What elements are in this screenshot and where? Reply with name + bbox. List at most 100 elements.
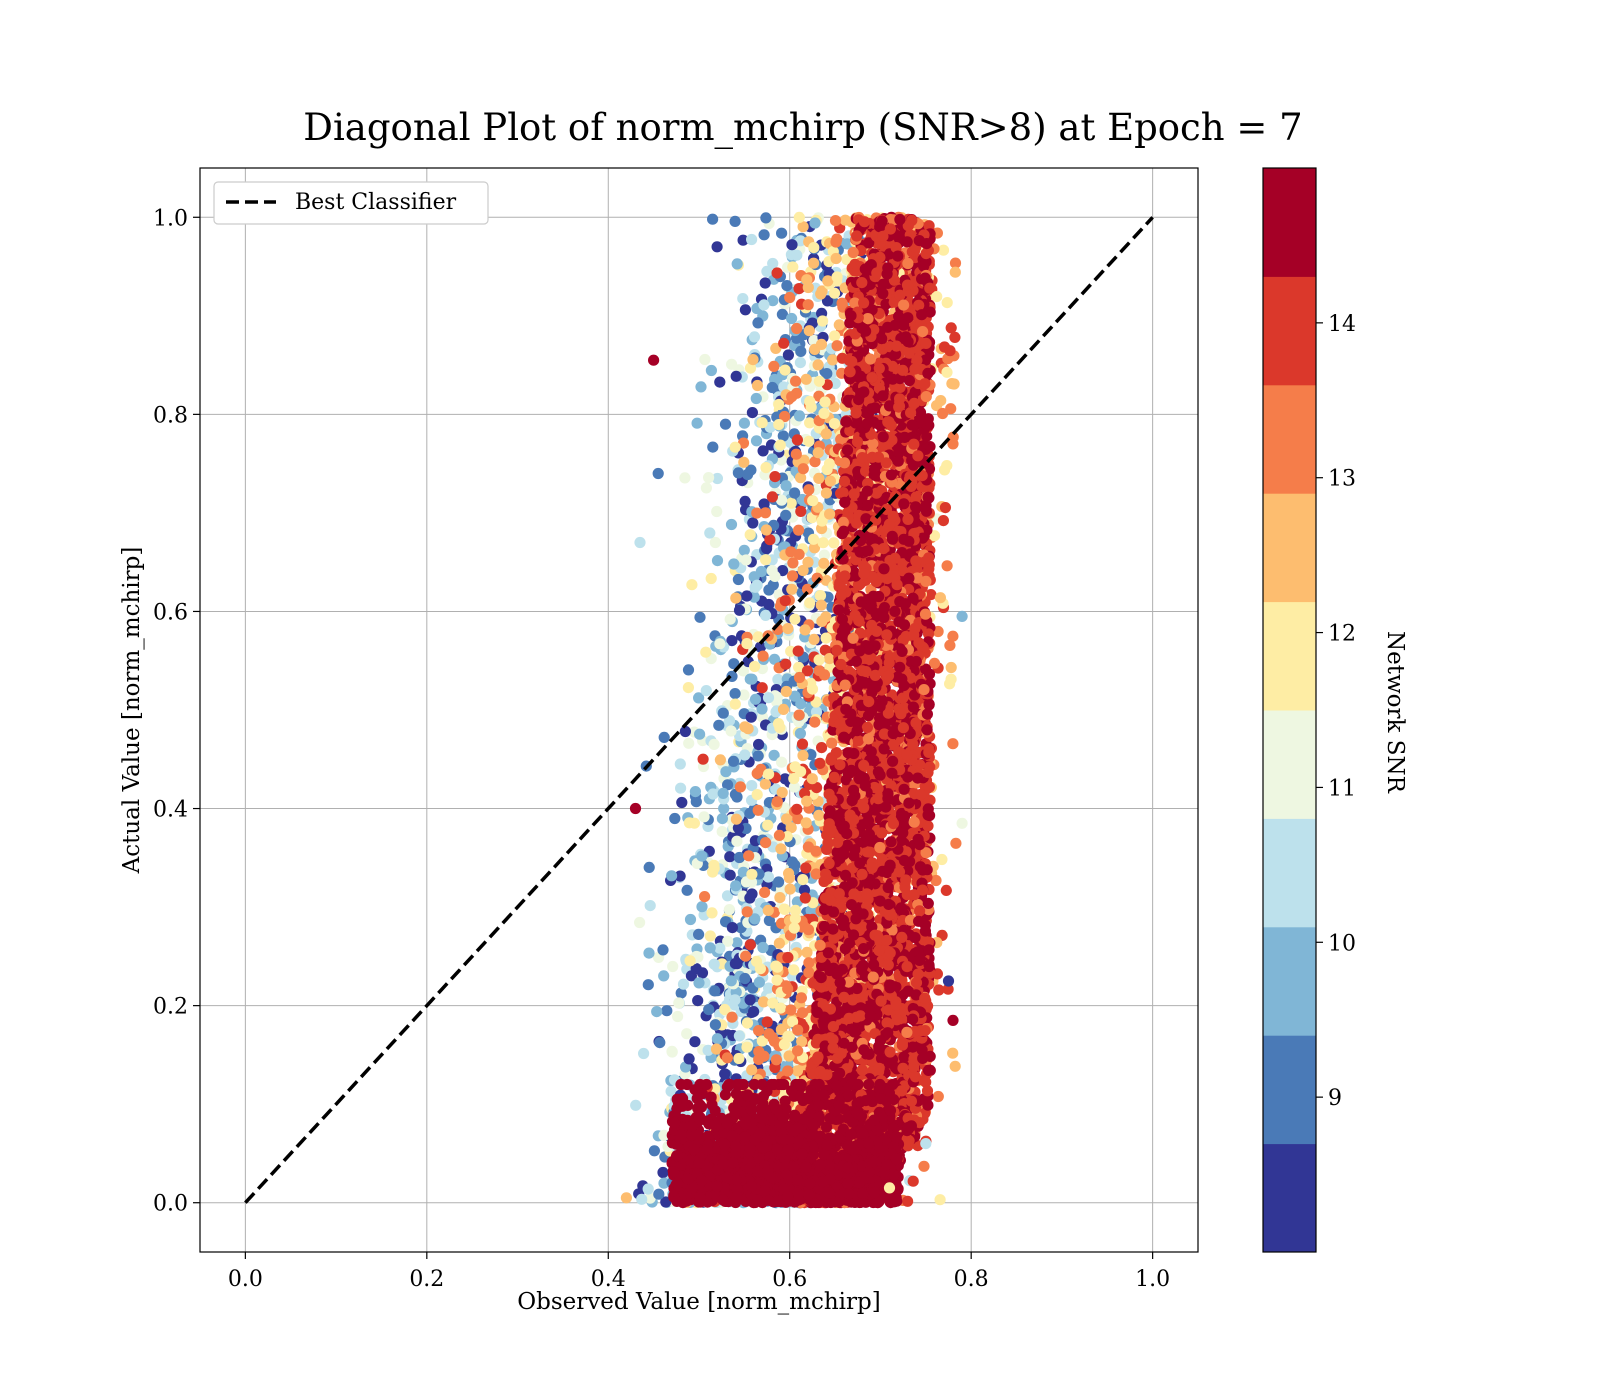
scatter-point <box>728 658 740 670</box>
scatter-point <box>689 1036 701 1048</box>
scatter-point <box>741 1041 753 1053</box>
scatter-point <box>733 604 746 616</box>
scatter-point <box>720 766 732 778</box>
scatter-point <box>726 1011 738 1023</box>
scatter-point <box>775 1002 787 1014</box>
scatter-point <box>950 837 962 849</box>
scatter-point <box>750 435 763 447</box>
scatter-point <box>674 870 686 882</box>
scatter-point <box>937 407 949 420</box>
scatter-point <box>813 375 826 387</box>
scatter-point <box>801 795 813 807</box>
scatter-point <box>815 288 827 300</box>
scatter-point <box>790 375 802 387</box>
scatter-point <box>630 1099 642 1111</box>
scatter-point <box>743 850 755 862</box>
scatter-point <box>742 723 754 735</box>
scatter-point <box>813 654 825 666</box>
scatter-point <box>732 573 745 586</box>
scatter-point <box>792 645 804 657</box>
scatter-point <box>939 502 952 514</box>
scatter-point <box>777 703 790 716</box>
scatter-point <box>731 937 743 949</box>
scatter-point <box>799 892 811 904</box>
scatter-point <box>717 787 729 800</box>
scatter-point <box>789 761 801 773</box>
scatter-point <box>746 868 758 880</box>
scatter-point <box>814 590 827 602</box>
scatter-point <box>716 826 728 838</box>
scatter-point <box>818 669 831 681</box>
scatter-point <box>806 683 819 695</box>
scatter-point <box>658 1177 670 1189</box>
scatter-point <box>820 611 832 623</box>
scatter-point <box>723 904 736 916</box>
scatter-point <box>831 340 843 352</box>
scatter-point <box>725 975 737 987</box>
scatter-point <box>815 599 827 611</box>
scatter-point <box>907 1175 919 1187</box>
scatter-point <box>733 1052 745 1065</box>
scatter-point <box>760 212 772 224</box>
scatter-point <box>726 922 739 934</box>
scatter-point <box>806 773 818 785</box>
scatter-point <box>761 265 773 277</box>
scatter-point <box>714 942 726 954</box>
scatter-point <box>819 396 831 408</box>
scatter-point <box>763 584 775 596</box>
scatter-point <box>932 1090 944 1103</box>
scatter-point <box>744 994 756 1006</box>
scatter-point <box>812 359 824 371</box>
scatter-point <box>786 239 798 251</box>
scatter-point <box>667 960 679 973</box>
scatter-point <box>780 480 792 492</box>
scatter-point <box>672 1010 684 1023</box>
scatter-point <box>803 325 815 337</box>
scatter-point <box>674 758 686 770</box>
scatter-point <box>937 515 950 527</box>
scatter-point <box>711 472 724 485</box>
scatter-point <box>711 505 723 518</box>
scatter-point <box>949 266 961 278</box>
scatter-point <box>799 624 811 636</box>
scatter-point <box>703 472 715 484</box>
scatter-point <box>730 813 743 825</box>
scatter-point <box>737 293 749 305</box>
chart-title: Diagonal Plot of norm_mchirp (SNR>8) at … <box>303 106 1302 150</box>
scatter-point <box>784 883 796 895</box>
scatter-point <box>758 229 770 241</box>
scatter-point <box>770 1054 783 1066</box>
scatter-point <box>752 317 764 329</box>
scatter-point <box>795 698 807 710</box>
scatter-point <box>643 947 655 959</box>
scatter-point <box>792 1024 804 1036</box>
scatter-point <box>722 935 734 947</box>
scatter-point <box>737 866 749 878</box>
scatter-point <box>818 549 831 561</box>
scatter-point <box>778 337 790 349</box>
scatter-point <box>785 546 797 558</box>
scatter-point <box>830 252 842 265</box>
scatter-point <box>944 678 956 690</box>
scatter-point <box>711 1033 724 1045</box>
scatter-point <box>706 907 718 919</box>
scatter-point <box>744 939 756 951</box>
scatter-point <box>753 976 766 988</box>
scatter-point <box>657 1166 669 1179</box>
scatter-point <box>786 391 798 403</box>
scatter-point <box>756 417 768 429</box>
scatter-point <box>803 957 815 969</box>
scatter-point <box>780 509 792 521</box>
scatter-point <box>841 238 853 250</box>
scatter-point <box>902 1195 914 1207</box>
scatter-point <box>802 556 814 568</box>
scatter-point <box>757 650 769 662</box>
scatter-point <box>785 1004 797 1016</box>
scatter-point <box>729 215 741 227</box>
scatter-point <box>724 869 736 881</box>
scatter-point <box>792 1045 804 1057</box>
scatter-point <box>818 407 830 419</box>
scatter-point <box>829 215 842 227</box>
scatter-point <box>789 613 801 625</box>
scatter-point <box>634 916 646 929</box>
